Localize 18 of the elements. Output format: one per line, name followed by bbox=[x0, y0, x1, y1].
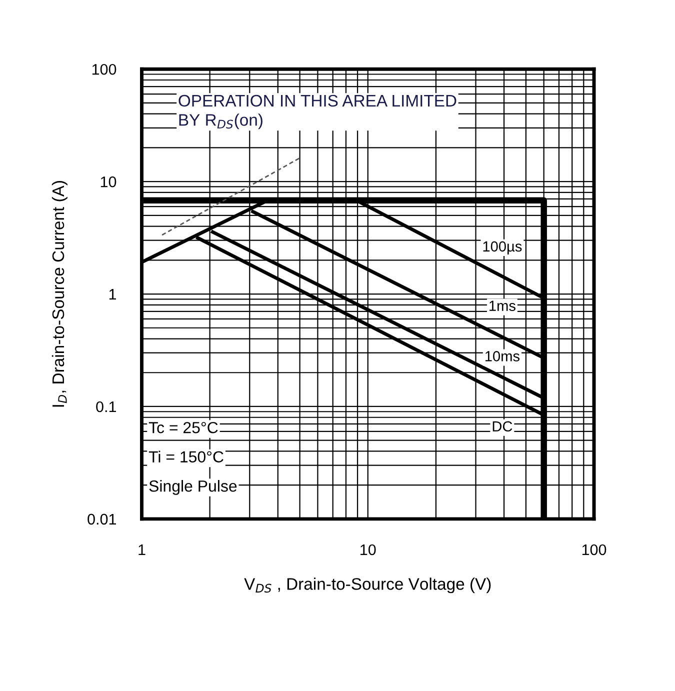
annotation: OPERATION IN THIS AREA LIMITED BY R$_{DS}$(on) bbox=[178, 94, 456, 130]
y-tick-label: 10 bbox=[100, 176, 116, 188]
annotation: Single Pulse bbox=[149, 480, 237, 495]
annotation: DC bbox=[492, 421, 512, 432]
x-axis-title: V$_{DS}$ , Drain-to-Source Voltage (V) bbox=[244, 578, 491, 594]
annotation: 100µs bbox=[483, 241, 522, 254]
annotation: Ti = 150°C bbox=[148, 450, 224, 462]
y-tick-label: 1 bbox=[109, 289, 116, 300]
x-tick-label: 10 bbox=[360, 544, 376, 556]
annotation: Tc = 25°C bbox=[148, 422, 218, 434]
x-tick-label: 1 bbox=[138, 544, 146, 556]
annotation: 10ms bbox=[485, 351, 520, 362]
y-tick-label: 0.01 bbox=[88, 514, 116, 525]
x-tick-label: 100 bbox=[582, 544, 606, 556]
y-tick-label: 100 bbox=[92, 64, 116, 75]
y-axis-title: I$_{D}$, Drain-to-Source Current (A) bbox=[52, 181, 68, 407]
y-tick-label: 0.1 bbox=[96, 401, 116, 412]
annotation: 1ms bbox=[490, 300, 516, 311]
